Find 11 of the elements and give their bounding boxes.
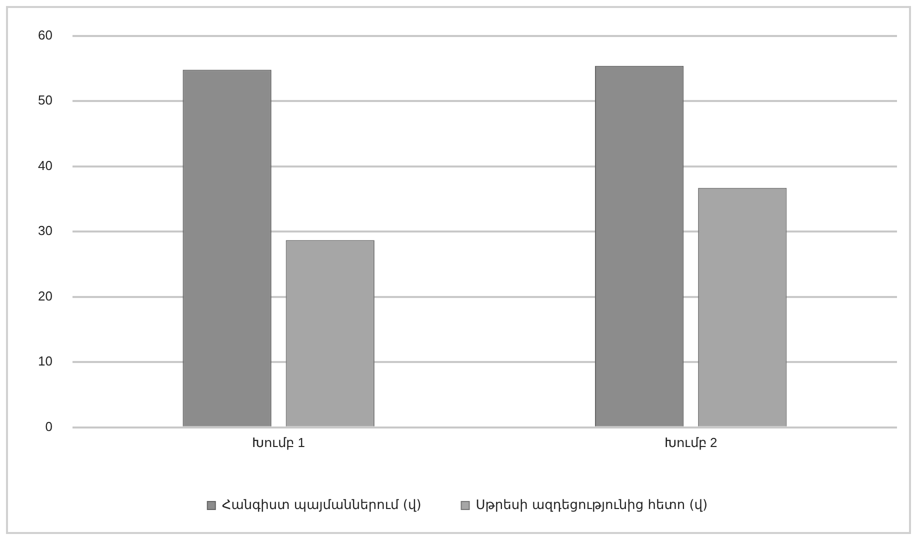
x-tick-label: Խումբ 1 [252, 434, 306, 450]
legend-label: Սթրեսի ազդեցությունից հետո (վ) [476, 498, 708, 513]
legend-label: Հանգիստ պայմաններում (վ) [222, 498, 422, 513]
y-tick-label: 40 [38, 158, 52, 173]
y-tick-label: 30 [38, 223, 52, 238]
y-tick-label: 20 [38, 288, 52, 304]
y-tick-label: 0 [45, 418, 52, 434]
y-tick-label: 50 [38, 92, 52, 108]
y-tick-label: 60 [38, 27, 52, 42]
y-tick-label: 10 [38, 354, 52, 369]
x-tick-label: Խումբ 2 [664, 434, 718, 450]
